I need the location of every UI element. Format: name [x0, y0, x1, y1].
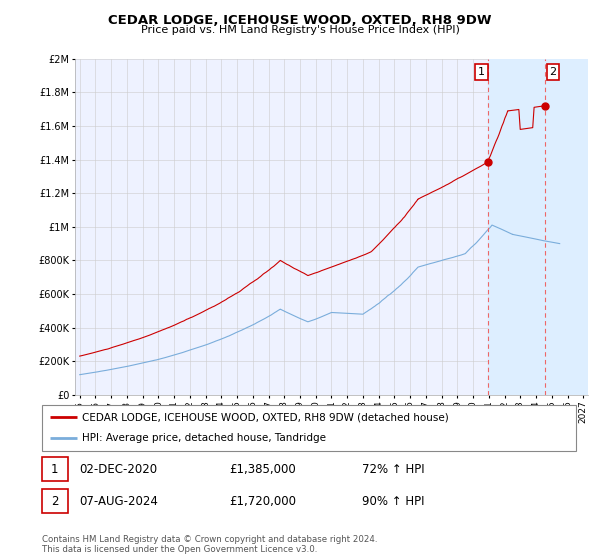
Text: £1,385,000: £1,385,000 [229, 463, 296, 475]
FancyBboxPatch shape [42, 457, 68, 481]
Text: CEDAR LODGE, ICEHOUSE WOOD, OXTED, RH8 9DW (detached house): CEDAR LODGE, ICEHOUSE WOOD, OXTED, RH8 9… [82, 412, 449, 422]
Bar [545, 59, 591, 395]
Text: 2: 2 [51, 494, 59, 508]
Text: 02-DEC-2020: 02-DEC-2020 [79, 463, 158, 475]
Text: 07-AUG-2024: 07-AUG-2024 [79, 494, 158, 508]
Bar [488, 59, 545, 395]
Text: CEDAR LODGE, ICEHOUSE WOOD, OXTED, RH8 9DW: CEDAR LODGE, ICEHOUSE WOOD, OXTED, RH8 9… [108, 14, 492, 27]
Text: HPI: Average price, detached house, Tandridge: HPI: Average price, detached house, Tand… [82, 433, 326, 444]
FancyBboxPatch shape [42, 489, 68, 514]
Text: £1,720,000: £1,720,000 [229, 494, 296, 508]
Text: Price paid vs. HM Land Registry's House Price Index (HPI): Price paid vs. HM Land Registry's House … [140, 25, 460, 35]
Text: Contains HM Land Registry data © Crown copyright and database right 2024.
This d: Contains HM Land Registry data © Crown c… [42, 535, 377, 554]
Text: 1: 1 [478, 67, 485, 77]
Text: 72% ↑ HPI: 72% ↑ HPI [362, 463, 425, 475]
Text: 2: 2 [550, 67, 557, 77]
Text: 1: 1 [51, 463, 59, 475]
Text: 90% ↑ HPI: 90% ↑ HPI [362, 494, 425, 508]
